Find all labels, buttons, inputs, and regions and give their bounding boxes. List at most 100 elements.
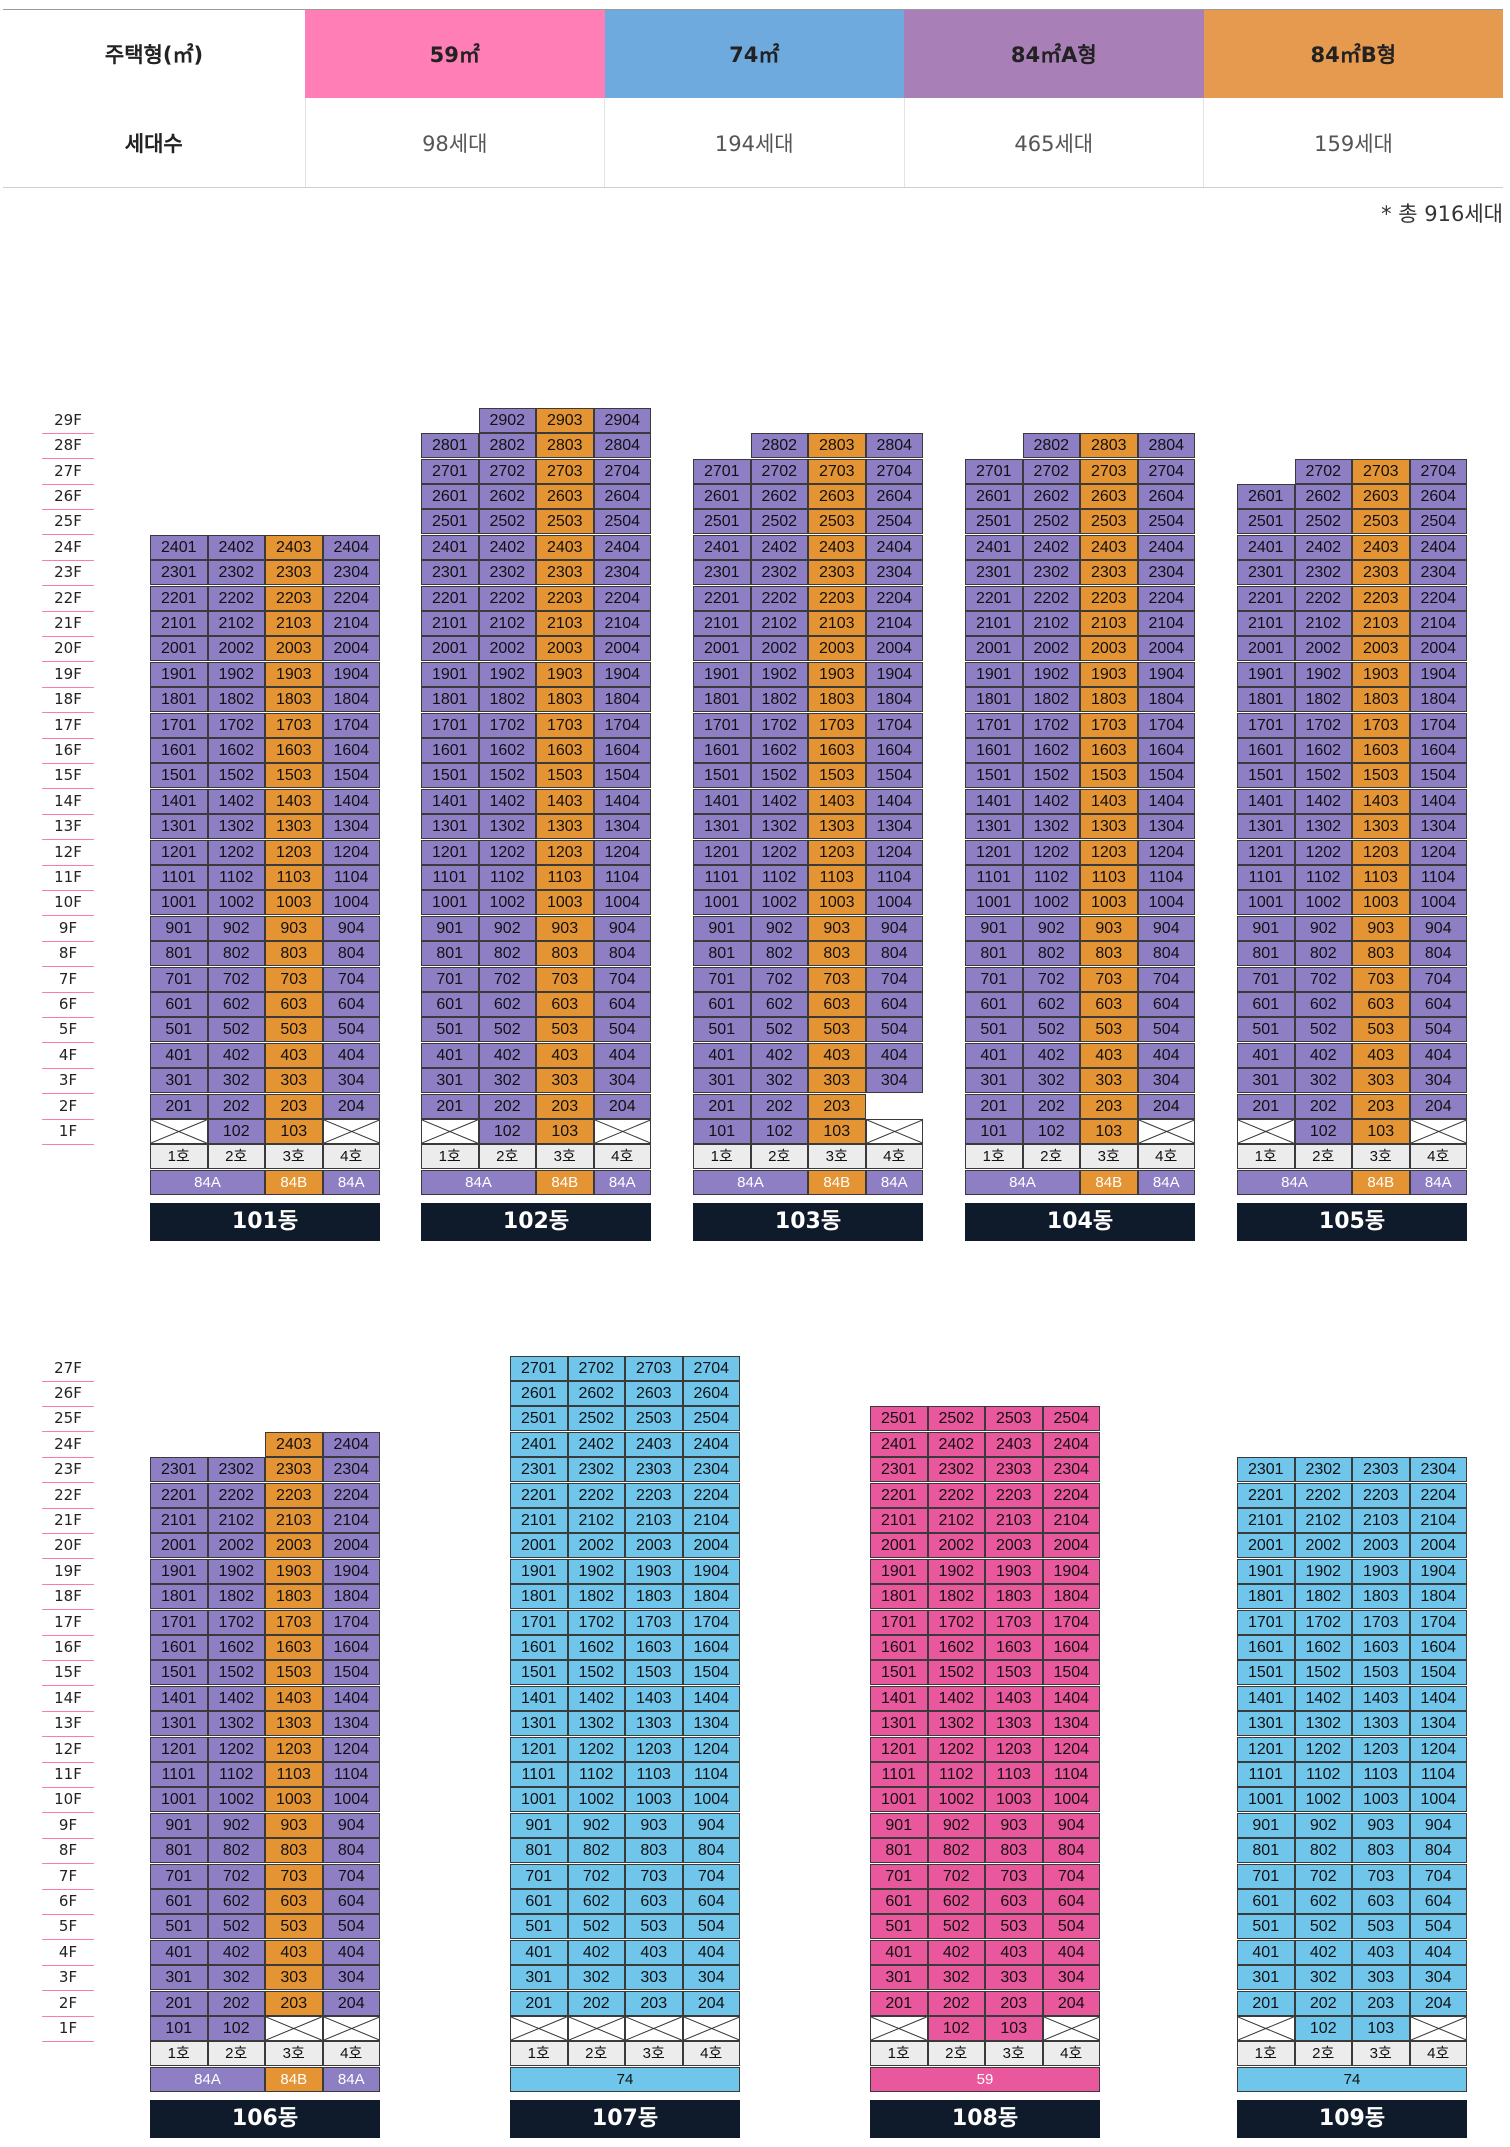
- unit-cell[interactable]: 2204: [322, 1482, 380, 1508]
- unit-cell[interactable]: 1501: [510, 1660, 568, 1686]
- unit-cell[interactable]: 1303: [625, 1711, 683, 1737]
- unit-cell[interactable]: 1504: [593, 763, 651, 789]
- unit-cell[interactable]: 2003: [1080, 636, 1138, 662]
- unit-cell[interactable]: 1702: [750, 712, 808, 738]
- unit-cell[interactable]: 1104: [1042, 1762, 1100, 1787]
- unit-cell[interactable]: 602: [567, 1889, 625, 1914]
- unit-cell[interactable]: 1604: [1409, 1635, 1467, 1660]
- unit-cell[interactable]: 2102: [567, 1508, 625, 1533]
- unit-cell[interactable]: 1603: [265, 738, 323, 763]
- unit-cell[interactable]: 401: [965, 1042, 1023, 1068]
- unit-cell[interactable]: 204: [322, 1990, 380, 2016]
- unit-cell[interactable]: 2304: [865, 560, 923, 586]
- unit-cell[interactable]: 1501: [150, 763, 208, 789]
- unit-cell[interactable]: 903: [808, 915, 866, 941]
- unit-cell[interactable]: 901: [150, 1812, 208, 1838]
- unit-cell[interactable]: 601: [150, 992, 208, 1017]
- unit-cell[interactable]: 1603: [808, 738, 866, 763]
- unit-cell[interactable]: 2601: [1237, 484, 1295, 509]
- unit-cell[interactable]: 903: [1352, 915, 1410, 941]
- unit-cell[interactable]: 704: [322, 966, 380, 992]
- unit-cell[interactable]: 2404: [1137, 534, 1195, 560]
- unit-cell[interactable]: 701: [965, 966, 1023, 992]
- unit-cell[interactable]: 1704: [1409, 1609, 1467, 1635]
- unit-cell[interactable]: 1703: [265, 1609, 323, 1635]
- unit-cell[interactable]: 702: [1022, 966, 1080, 992]
- unit-cell[interactable]: 1601: [693, 738, 751, 763]
- unit-cell[interactable]: 603: [265, 992, 323, 1017]
- unit-cell[interactable]: 303: [1352, 1068, 1410, 1094]
- unit-cell[interactable]: 803: [808, 941, 866, 967]
- unit-cell[interactable]: 702: [207, 966, 265, 992]
- unit-cell[interactable]: 504: [1409, 1017, 1467, 1043]
- unit-cell[interactable]: 1301: [870, 1711, 928, 1737]
- unit-cell[interactable]: 1701: [510, 1609, 568, 1635]
- unit-cell[interactable]: 603: [536, 992, 594, 1017]
- unit-cell[interactable]: 1002: [478, 890, 536, 916]
- unit-cell[interactable]: 401: [421, 1042, 479, 1068]
- unit-cell[interactable]: 103: [1352, 1119, 1410, 1144]
- unit-cell[interactable]: 404: [682, 1939, 740, 1965]
- unit-cell[interactable]: 2403: [625, 1431, 683, 1457]
- unit-cell[interactable]: 501: [693, 1017, 751, 1043]
- unit-cell[interactable]: 1803: [1352, 1584, 1410, 1610]
- unit-cell[interactable]: 1002: [927, 1787, 985, 1813]
- unit-cell[interactable]: 802: [478, 941, 536, 967]
- unit-cell[interactable]: 2601: [421, 484, 479, 509]
- unit-cell[interactable]: 702: [478, 966, 536, 992]
- unit-cell[interactable]: 902: [567, 1812, 625, 1838]
- unit-cell[interactable]: 502: [207, 1914, 265, 1940]
- unit-cell[interactable]: 1802: [567, 1584, 625, 1610]
- unit-cell[interactable]: 2001: [150, 1533, 208, 1559]
- unit-cell[interactable]: 1004: [1409, 890, 1467, 916]
- unit-cell[interactable]: 503: [536, 1017, 594, 1043]
- unit-cell[interactable]: 1201: [965, 839, 1023, 865]
- unit-cell[interactable]: 2303: [265, 560, 323, 586]
- unit-cell[interactable]: 501: [870, 1914, 928, 1940]
- unit-cell[interactable]: 1704: [1042, 1609, 1100, 1635]
- unit-cell[interactable]: 1202: [1022, 839, 1080, 865]
- unit-cell[interactable]: 1602: [207, 738, 265, 763]
- unit-cell[interactable]: 803: [1352, 1838, 1410, 1864]
- unit-cell[interactable]: 301: [1237, 1965, 1295, 1991]
- unit-cell[interactable]: 1102: [1294, 1762, 1352, 1787]
- unit-cell[interactable]: 1701: [150, 712, 208, 738]
- unit-cell[interactable]: 2202: [567, 1482, 625, 1508]
- unit-cell[interactable]: 1604: [682, 1635, 740, 1660]
- unit-cell[interactable]: 504: [865, 1017, 923, 1043]
- unit-cell[interactable]: 902: [1294, 915, 1352, 941]
- unit-cell[interactable]: 2404: [593, 534, 651, 560]
- unit-cell[interactable]: 2504: [682, 1406, 740, 1432]
- unit-cell[interactable]: 1101: [150, 1762, 208, 1787]
- unit-cell[interactable]: 1002: [207, 890, 265, 916]
- unit-cell[interactable]: 2403: [536, 534, 594, 560]
- unit-cell[interactable]: 1903: [985, 1558, 1043, 1584]
- unit-cell[interactable]: 503: [1352, 1914, 1410, 1940]
- unit-cell[interactable]: 604: [1409, 992, 1467, 1017]
- unit-cell[interactable]: 2602: [1294, 484, 1352, 509]
- unit-cell[interactable]: 401: [1237, 1042, 1295, 1068]
- unit-cell[interactable]: 1502: [478, 763, 536, 789]
- unit-cell[interactable]: 2804: [593, 433, 651, 459]
- unit-cell[interactable]: 1602: [207, 1635, 265, 1660]
- unit-cell[interactable]: 2003: [536, 636, 594, 662]
- unit-cell[interactable]: 301: [421, 1068, 479, 1094]
- unit-cell[interactable]: 504: [322, 1914, 380, 1940]
- unit-cell[interactable]: 502: [927, 1914, 985, 1940]
- unit-cell[interactable]: 802: [207, 941, 265, 967]
- unit-cell[interactable]: 2201: [510, 1482, 568, 1508]
- unit-cell[interactable]: 802: [207, 1838, 265, 1864]
- unit-cell[interactable]: 2503: [808, 509, 866, 535]
- unit-cell[interactable]: 704: [1409, 1863, 1467, 1889]
- unit-cell[interactable]: 2202: [1294, 1482, 1352, 1508]
- unit-cell[interactable]: 1204: [1137, 839, 1195, 865]
- unit-cell[interactable]: 402: [567, 1939, 625, 1965]
- unit-cell[interactable]: 2203: [985, 1482, 1043, 1508]
- unit-cell[interactable]: 1803: [1352, 687, 1410, 713]
- unit-cell[interactable]: 2604: [1409, 484, 1467, 509]
- unit-cell[interactable]: 1604: [593, 738, 651, 763]
- unit-cell[interactable]: 2102: [1294, 1508, 1352, 1533]
- unit-cell[interactable]: 2503: [985, 1406, 1043, 1432]
- unit-cell[interactable]: 504: [1409, 1914, 1467, 1940]
- unit-cell[interactable]: 2401: [421, 534, 479, 560]
